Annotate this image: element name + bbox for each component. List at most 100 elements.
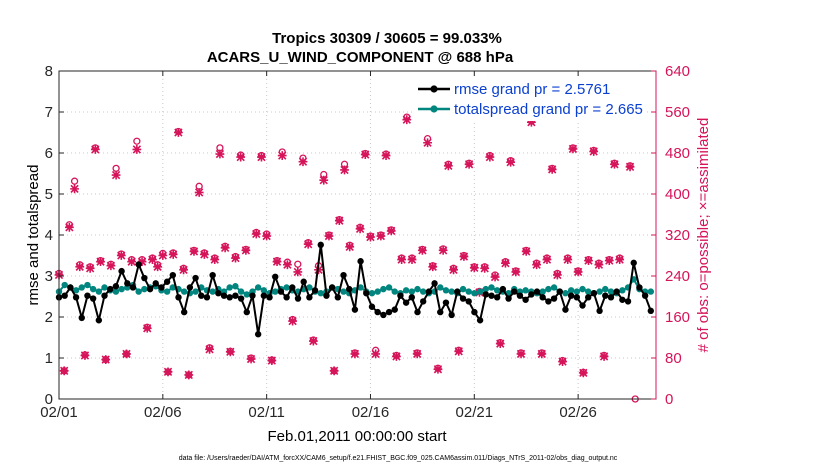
obs-assimilated-point (189, 247, 199, 256)
totalspread-point (237, 288, 245, 295)
rmse-point (471, 308, 478, 316)
rmse-point (511, 288, 518, 295)
totalspread-point (283, 284, 290, 291)
totalspread-point (448, 288, 455, 295)
obs-assimilated-point (568, 144, 578, 154)
totalspread-point (419, 288, 427, 295)
obs-assimilated-point (433, 364, 443, 374)
obs-assimilated-point (501, 258, 510, 268)
rmse-point (129, 284, 137, 291)
obs-assimilated-point (184, 370, 194, 380)
totalspread-point (317, 290, 324, 297)
rmse-point (613, 288, 620, 295)
rmse-point (237, 295, 245, 302)
obs-assimilated-point (163, 367, 173, 377)
obs-assimilated-point (262, 231, 272, 241)
totalspread-point (340, 288, 347, 295)
chart-title: Tropics 30309 / 30605 = 99.033% (272, 30, 502, 47)
rmse-point (158, 284, 165, 291)
obs-assimilated-point (334, 216, 344, 226)
rmse-point (585, 294, 592, 301)
rmse-point (61, 292, 68, 299)
y-tick-label: 0 (45, 391, 53, 408)
rmse-point (277, 288, 285, 295)
obs-assimilated-point (153, 262, 163, 272)
rmse-point (482, 291, 489, 298)
totalspread-point (112, 288, 120, 295)
obs-assimilated-point (225, 347, 235, 357)
rmse-point (118, 267, 125, 275)
obs-assimilated-point (122, 349, 131, 359)
rmse-point (397, 292, 404, 299)
rmse-point (368, 303, 376, 310)
totalspread-point (272, 288, 279, 295)
rmse-point (607, 294, 615, 301)
obs-assimilated-point (485, 152, 495, 162)
totalspread-point (135, 288, 142, 295)
rmse-point (226, 294, 233, 301)
rmse-point (408, 294, 416, 301)
rmse-point (266, 294, 273, 301)
obs-assimilated-point (516, 349, 526, 359)
legend-swatch-marker (430, 105, 438, 113)
totalspread-point (254, 284, 262, 291)
obs-assimilated-point (70, 184, 79, 194)
obs-assimilated-point (381, 151, 391, 160)
x-tick-label: 02/16 (352, 404, 390, 421)
rmse-point (545, 298, 552, 305)
totalspread-point (118, 285, 125, 293)
obs-assimilated-point (412, 349, 422, 359)
totalspread-point (437, 284, 444, 291)
y-tick-label: 7 (45, 104, 53, 121)
rmse-point (78, 314, 85, 322)
obs-assimilated-point (137, 257, 147, 267)
legend-swatch-marker (430, 85, 438, 93)
rmse-point (317, 241, 324, 249)
rmse-point (209, 271, 216, 279)
rmse-point (419, 298, 427, 305)
x-tick-label: 02/01 (40, 404, 78, 421)
totalspread-point (402, 287, 410, 294)
obs-assimilated-point (449, 265, 458, 275)
rmse-point (186, 284, 194, 291)
totalspread-point (647, 288, 655, 295)
obs-assimilated-point (257, 152, 266, 162)
obs-assimilated-point (464, 159, 474, 169)
obs-assimilated-point (267, 356, 277, 365)
rmse-point (328, 284, 336, 291)
obs-assimilated-point (132, 145, 142, 154)
y-tick-label: 3 (45, 268, 53, 285)
obs-assimilated-point (480, 263, 490, 273)
rmse-point (493, 294, 501, 301)
totalspread-point (619, 287, 626, 294)
obs-assimilated-point (288, 316, 298, 326)
obs-assimilated-point (355, 224, 365, 234)
y2-tick-label: 240 (665, 268, 690, 285)
obs-assimilated-point (303, 239, 313, 249)
obs-assimilated-point (210, 255, 220, 264)
rmse-point (89, 295, 97, 302)
obs-assimilated-point (179, 265, 188, 275)
rmse-point (630, 259, 637, 267)
x-tick-label: 02/26 (559, 404, 597, 421)
obs-assimilated-point (246, 354, 256, 364)
rmse-point (425, 288, 433, 295)
rmse-point (175, 294, 182, 301)
obs-assimilated-point (199, 250, 209, 259)
rmse-point (323, 292, 330, 299)
rmse-point (556, 288, 563, 295)
obs-assimilated-point (578, 368, 588, 378)
plot-background (59, 71, 656, 399)
totalspread-point (482, 285, 489, 293)
obs-assimilated-point (552, 270, 562, 280)
totalspread-point (169, 284, 177, 291)
rmse-point (84, 292, 91, 299)
rmse-point (249, 292, 256, 299)
rmse-point (192, 274, 199, 282)
obs-assimilated-point (220, 243, 230, 253)
y2-tick-label: 160 (665, 309, 690, 326)
obs-assimilated-point (615, 255, 625, 264)
rmse-point (232, 292, 239, 299)
rmse-point (135, 261, 142, 268)
rmse-point (198, 292, 205, 299)
